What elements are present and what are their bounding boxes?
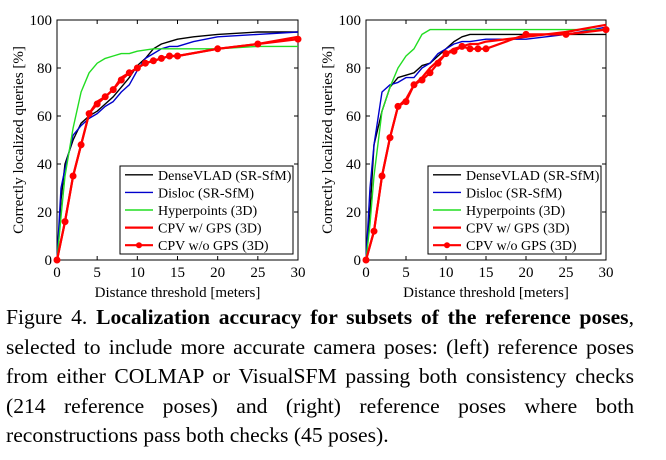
y-tick-label: 80 [346, 61, 361, 77]
series-point [77, 141, 85, 149]
series-point [294, 35, 302, 43]
series-point [474, 45, 482, 53]
series-point [125, 69, 133, 77]
series-point [254, 40, 262, 48]
series-point [174, 52, 181, 60]
series-point [109, 86, 117, 94]
x-tick-label: 10 [439, 265, 454, 281]
legend-entry: CPV w/ GPS (3D) [466, 222, 570, 237]
legend-entry: Hyperpoints (3D) [158, 204, 257, 219]
caption-bold-title: Localization accuracy for subsets of the… [96, 305, 629, 329]
series-point [450, 47, 458, 55]
x-tick-label: 10 [130, 265, 145, 281]
legend-entry: CPV w/o GPS (3D) [466, 239, 577, 254]
legend-entry: DenseVLAD (SR-SfM) [158, 169, 292, 184]
y-tick-label: 20 [37, 205, 52, 221]
y-tick-label: 100 [339, 13, 362, 29]
left-chart-panel: 0 5 10 15 20 25 30 0 20 40 60 80 100 Distance thresho… [11, 13, 306, 301]
figure-caption: Figure 4. Localization accuracy for subs… [6, 303, 634, 451]
y-tick-label: 100 [30, 13, 53, 29]
legend-entry: Disloc (SR-SfM) [466, 186, 562, 201]
legend-entry: CPV w/o GPS (3D) [158, 239, 269, 254]
series-point [410, 81, 418, 89]
legend-entry: CPV w/ GPS (3D) [158, 222, 262, 237]
series-point [133, 64, 141, 72]
legend-entry: DenseVLAD (SR-SfM) [466, 169, 600, 184]
y-tick-label: 0 [354, 253, 362, 269]
series-line [365, 28, 606, 261]
legend-marker [136, 242, 142, 249]
series-point [602, 26, 610, 34]
series-point [149, 57, 157, 65]
y-tick-label: 0 [45, 253, 53, 269]
series-point [101, 93, 109, 101]
x-tick-label: 5 [93, 265, 101, 281]
series-point [466, 45, 474, 53]
x-tick-label: 30 [599, 265, 614, 281]
series-point [458, 42, 466, 50]
legend-entry: Disloc (SR-SfM) [158, 186, 254, 201]
series-point [442, 50, 450, 58]
series-point [157, 54, 165, 62]
series-point [117, 76, 125, 84]
series-point [562, 30, 570, 38]
y-axis-label: Correctly localized queries [%] [11, 46, 27, 234]
series-point [61, 218, 69, 226]
y-tick-label: 20 [346, 205, 361, 221]
series-point [53, 256, 61, 264]
series-point [434, 59, 442, 67]
series-point [426, 69, 434, 77]
series-line [56, 45, 298, 261]
x-tick-label: 30 [291, 265, 306, 281]
legend-entry: Hyperpoints (3D) [466, 204, 565, 219]
x-tick-label: 0 [53, 265, 61, 281]
series-point [402, 98, 410, 106]
series-point [394, 102, 402, 110]
y-tick-label: 40 [346, 157, 361, 173]
caption-label: Figure 4. [6, 305, 88, 329]
x-axis-label: Distance threshold [meters] [95, 285, 261, 301]
y-tick-label: 40 [37, 157, 52, 173]
legend-marker [444, 242, 450, 249]
series-point [370, 227, 378, 235]
series-point [418, 76, 426, 84]
x-axis-label: Distance threshold [meters] [403, 285, 569, 301]
series-point [141, 59, 149, 67]
series-point [522, 30, 530, 38]
x-tick-label: 25 [559, 265, 574, 281]
series-point [378, 172, 386, 180]
series-line [365, 26, 607, 261]
y-tick-label: 60 [37, 109, 52, 125]
series-point [69, 172, 77, 180]
x-tick-label: 15 [170, 265, 185, 281]
x-tick-label: 5 [402, 265, 410, 281]
x-tick-label: 0 [362, 265, 370, 281]
series-line [56, 31, 298, 261]
series-point [85, 110, 93, 118]
x-tick-label: 25 [250, 265, 265, 281]
series-point [214, 45, 222, 53]
right-chart-panel: 0 5 10 15 20 25 30 0 20 40 60 80 100 Distance thresho… [320, 13, 614, 301]
series-point [482, 45, 490, 53]
series-line [56, 31, 299, 261]
y-tick-label: 80 [37, 61, 52, 77]
series-point [362, 256, 370, 264]
series-point [386, 134, 394, 142]
x-tick-label: 20 [210, 265, 225, 281]
x-tick-label: 20 [519, 265, 534, 281]
caption-text: , selected to include more accurate came… [6, 305, 634, 447]
series-point [93, 100, 101, 108]
y-axis-label: Correctly localized queries [%] [320, 46, 336, 234]
y-tick-label: 60 [346, 109, 361, 125]
series-point [165, 52, 173, 60]
x-tick-label: 15 [479, 265, 494, 281]
